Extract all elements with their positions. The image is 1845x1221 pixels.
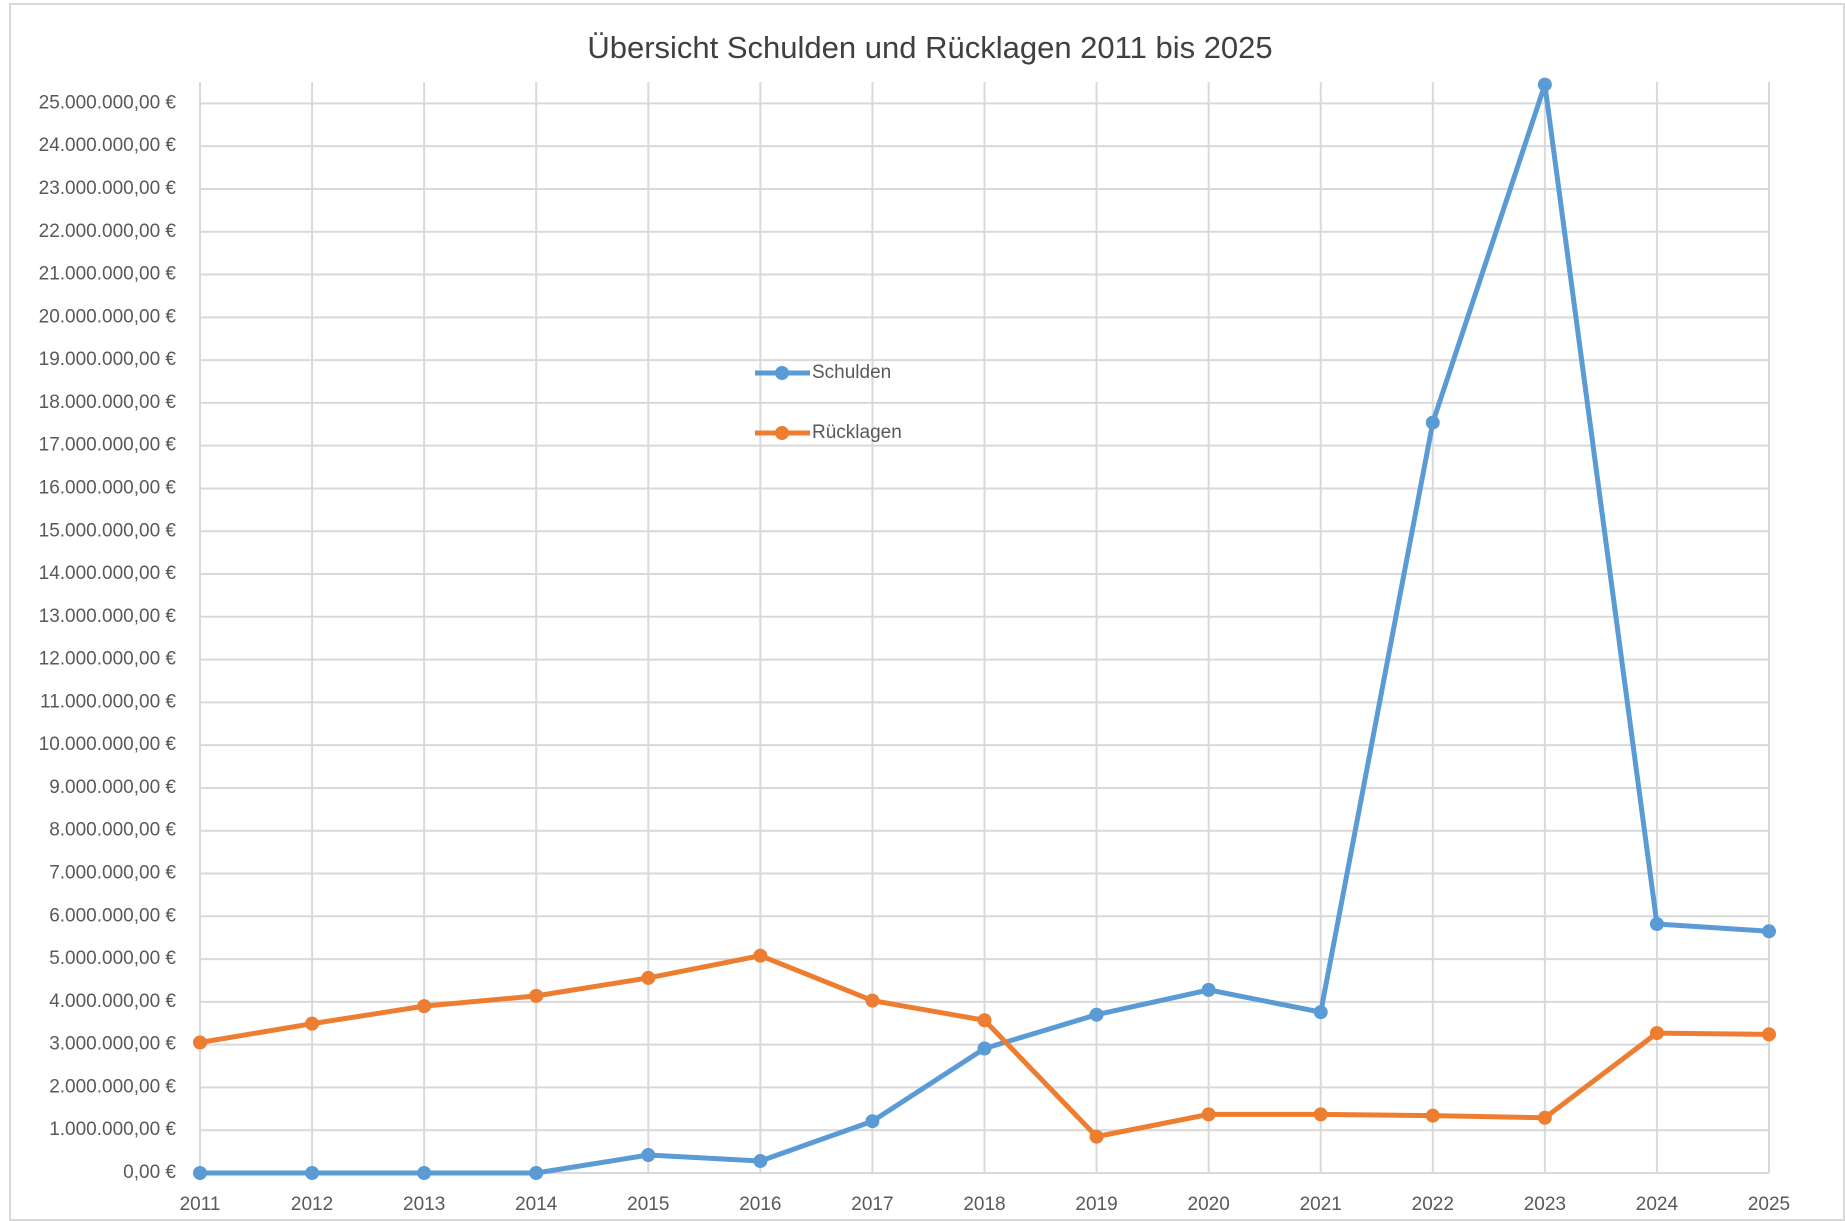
data-point xyxy=(1649,1026,1664,1041)
y-tick-label: 19.000.000,00 € xyxy=(39,349,177,370)
data-point xyxy=(193,1166,207,1180)
data-point xyxy=(641,970,656,985)
y-tick-label: 21.000.000,00 € xyxy=(39,264,177,285)
y-tick-label: 22.000.000,00 € xyxy=(39,221,177,242)
x-tick-label: 2012 xyxy=(291,1194,333,1215)
y-tick-label: 10.000.000,00 € xyxy=(39,734,177,755)
data-point xyxy=(417,999,432,1014)
data-point xyxy=(1425,415,1440,430)
data-point xyxy=(1313,1107,1328,1122)
x-tick-label: 2021 xyxy=(1300,1194,1342,1215)
x-tick-label: 2013 xyxy=(403,1194,445,1215)
x-tick-label: 2025 xyxy=(1748,1194,1790,1215)
y-tick-label: 7.000.000,00 € xyxy=(49,863,176,884)
y-tick-label: 3.000.000,00 € xyxy=(49,1034,176,1055)
x-tick-label: 2018 xyxy=(963,1194,1005,1215)
y-tick-label: 16.000.000,00 € xyxy=(39,477,177,498)
y-tick-label: 13.000.000,00 € xyxy=(39,606,177,627)
x-tick-label: 2016 xyxy=(739,1194,781,1215)
data-point xyxy=(529,988,544,1003)
y-tick-label: 15.000.000,00 € xyxy=(39,520,177,541)
y-tick-label: 6.000.000,00 € xyxy=(49,905,176,926)
data-point xyxy=(1649,916,1664,931)
data-point xyxy=(1089,1007,1104,1022)
x-tick-label: 2020 xyxy=(1188,1194,1230,1215)
y-tick-label: 2.000.000,00 € xyxy=(49,1076,176,1097)
y-tick-label: 18.000.000,00 € xyxy=(39,392,177,413)
x-tick-label: 2011 xyxy=(180,1194,221,1215)
x-tick-label: 2024 xyxy=(1636,1194,1679,1215)
data-point xyxy=(305,1166,320,1180)
data-point xyxy=(1089,1129,1104,1144)
y-tick-label: 1.000.000,00 € xyxy=(49,1119,176,1140)
data-point xyxy=(1425,1108,1440,1123)
x-tick-label: 2022 xyxy=(1412,1194,1454,1215)
legend-marker xyxy=(775,366,789,380)
legend-label: Rücklagen xyxy=(812,422,902,443)
y-tick-label: 9.000.000,00 € xyxy=(49,777,176,798)
data-point xyxy=(1537,77,1552,92)
legend-label: Schulden xyxy=(812,362,891,383)
data-point xyxy=(1313,1005,1328,1020)
legend-marker xyxy=(775,426,789,440)
data-point xyxy=(193,1035,207,1050)
data-point xyxy=(417,1166,432,1180)
y-tick-label: 4.000.000,00 € xyxy=(49,991,176,1012)
y-tick-label: 8.000.000,00 € xyxy=(49,820,176,841)
y-tick-label: 0,00 € xyxy=(123,1162,176,1183)
data-point xyxy=(977,1013,992,1028)
data-point xyxy=(865,993,880,1008)
y-tick-label: 11.000.000,00 € xyxy=(40,691,176,712)
x-tick-label: 2017 xyxy=(851,1194,893,1215)
data-point xyxy=(1762,1027,1776,1042)
x-tick-label: 2019 xyxy=(1075,1194,1117,1215)
x-tick-label: 2015 xyxy=(627,1194,669,1215)
data-point xyxy=(865,1114,880,1129)
chart-title: Übersicht Schulden und Rücklagen 2011 bi… xyxy=(587,30,1272,65)
y-tick-label: 25.000.000,00 € xyxy=(39,92,177,113)
x-tick-label: 2023 xyxy=(1524,1194,1566,1215)
x-tick-label: 2014 xyxy=(515,1194,558,1215)
data-point xyxy=(753,1154,768,1169)
data-point xyxy=(977,1041,992,1056)
data-point xyxy=(1201,1107,1216,1122)
data-point xyxy=(641,1148,656,1163)
y-tick-label: 12.000.000,00 € xyxy=(39,649,177,670)
data-point xyxy=(1762,924,1776,939)
chart-frame xyxy=(9,3,1845,1221)
data-point xyxy=(1201,982,1216,997)
y-tick-label: 17.000.000,00 € xyxy=(39,435,177,456)
y-tick-label: 24.000.000,00 € xyxy=(39,135,177,156)
y-tick-label: 14.000.000,00 € xyxy=(39,563,177,584)
data-point xyxy=(305,1016,320,1031)
y-tick-label: 5.000.000,00 € xyxy=(49,948,176,969)
y-tick-label: 20.000.000,00 € xyxy=(39,306,177,327)
data-point xyxy=(529,1166,544,1180)
data-point xyxy=(1537,1110,1552,1125)
data-point xyxy=(753,948,768,963)
y-tick-label: 23.000.000,00 € xyxy=(39,178,177,199)
